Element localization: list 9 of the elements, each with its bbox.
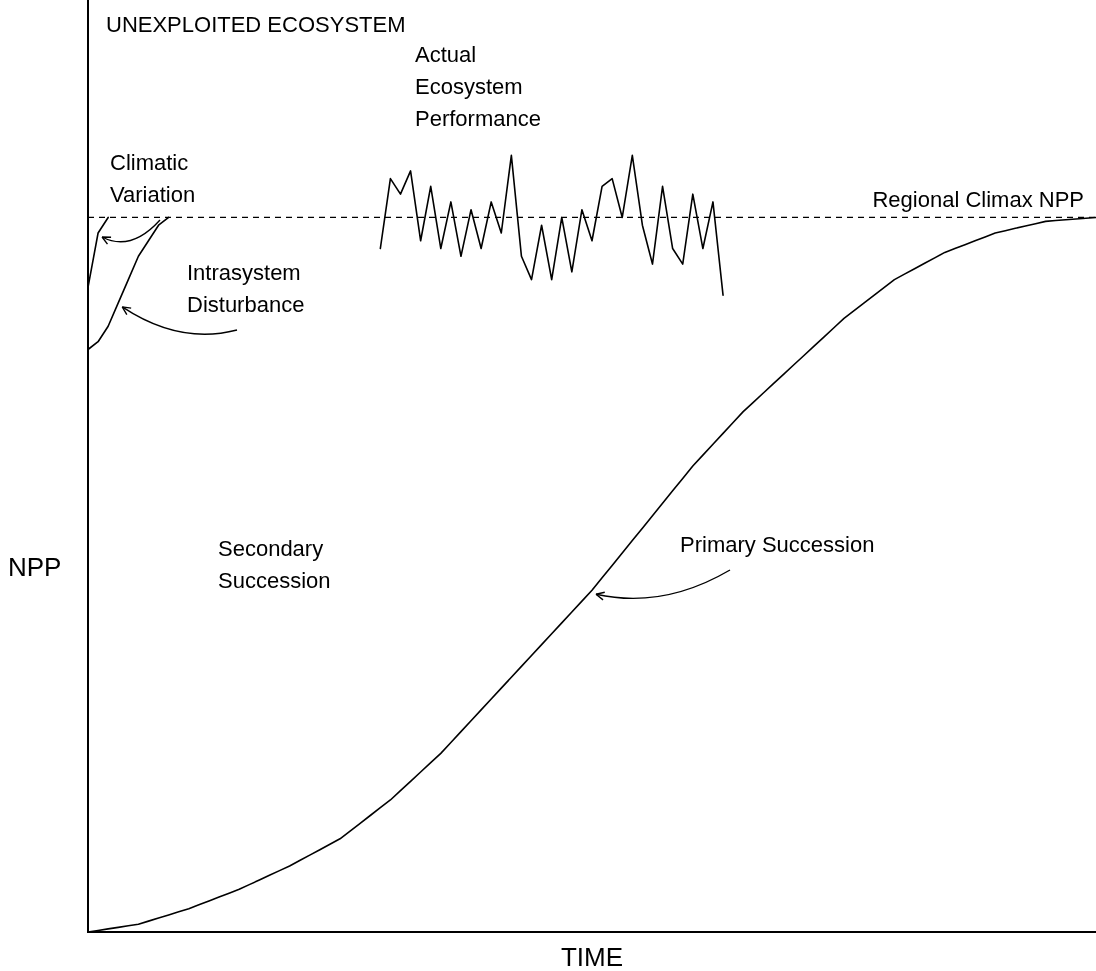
- series-label: Intrasystem Disturbance: [187, 260, 305, 317]
- chart-title: UNEXPLOITED ECOSYSTEM: [106, 12, 406, 37]
- ref-line-label: Regional Climax NPP: [872, 186, 1084, 212]
- annotation: Secondary Succession: [218, 536, 331, 593]
- y-axis-title: NPP: [8, 552, 62, 582]
- series-label: Actual Ecosystem Performance: [415, 42, 541, 131]
- x-axis-title: TIME: [560, 942, 624, 971]
- series-label: Primary Succession: [680, 532, 875, 557]
- series-label: Climatic Variation: [110, 150, 196, 207]
